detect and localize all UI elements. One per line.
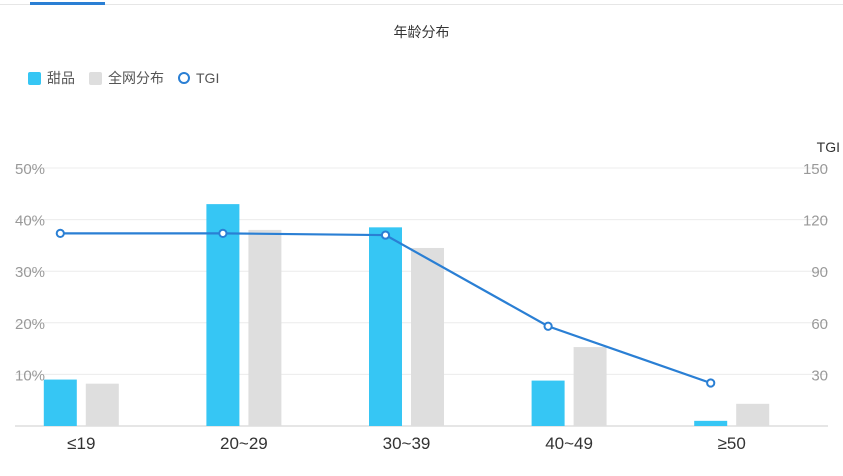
y-right-tick-label: 90 [811, 264, 828, 281]
x-tick-label: 40~49 [545, 434, 593, 453]
y-right-tick-label: 120 [803, 213, 828, 230]
x-tick-label: ≤19 [67, 434, 95, 453]
y-left-tick-label: 30% [15, 264, 45, 281]
chart-legend: 甜品 全网分布 TGI [28, 68, 233, 88]
y-left-tick-label: 50% [15, 161, 45, 178]
bar-quanwang [85, 383, 119, 426]
bar-tianpin [43, 379, 77, 426]
legend-label-tgi: TGI [196, 70, 220, 86]
tgi-point [218, 228, 228, 238]
x-tick-label: 30~39 [383, 434, 431, 453]
y-left-tick-label: 40% [15, 213, 45, 230]
legend-swatch-bar-blue [28, 71, 41, 85]
bar-quanwang [248, 229, 282, 426]
tgi-point [543, 321, 553, 331]
y-left-tick-label: 10% [15, 367, 45, 384]
active-tab-indicator [30, 2, 105, 5]
tab-bar-divider [0, 4, 843, 5]
bar-quanwang [573, 347, 607, 426]
bar-quanwang [411, 247, 444, 426]
legend-swatch-bar-gray [89, 71, 102, 85]
y-right-tick-label: 60 [811, 316, 828, 333]
legend-item-tianpin[interactable]: 甜品 [28, 68, 75, 88]
y-right-tick-label: 30 [811, 367, 828, 384]
tgi-point [380, 230, 391, 240]
bar-quanwang [736, 403, 770, 426]
x-tick-label: 20~29 [220, 434, 268, 453]
legend-label-quanwang: 全网分布 [108, 70, 164, 86]
y-left-tick-label: 20% [15, 316, 45, 333]
legend-label-tianpin: 甜品 [47, 70, 75, 86]
x-tick-label: ≥50 [718, 434, 746, 453]
tgi-point [55, 228, 65, 238]
legend-item-tgi[interactable]: TGI [178, 70, 219, 86]
chart-title: 年龄分布 [393, 24, 450, 40]
legend-item-quanwang[interactable]: 全网分布 [89, 68, 164, 88]
tgi-point [706, 378, 716, 388]
y-right-tick-label: 150 [803, 161, 828, 178]
y-right-axis-title: TGI [817, 139, 840, 155]
bar-tianpin [531, 380, 565, 426]
bar-tianpin [206, 204, 240, 426]
bar-tianpin [694, 420, 728, 426]
legend-line-marker-icon [178, 72, 190, 84]
bar-tianpin [369, 227, 402, 426]
